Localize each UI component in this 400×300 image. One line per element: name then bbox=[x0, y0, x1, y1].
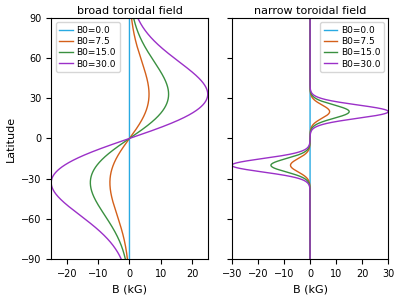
B0=30.0 bbox=[308, 245, 312, 249]
B0=15.0 bbox=[308, 67, 312, 71]
B0=15.0 bbox=[308, 140, 312, 144]
B0=30.0 bbox=[308, 257, 312, 261]
B0=15.0 bbox=[122, 140, 127, 144]
B0=30.0 bbox=[308, 67, 312, 71]
B0=15.0 bbox=[308, 257, 312, 261]
Line: B0=15.0: B0=15.0 bbox=[90, 18, 168, 259]
B0=0.0 bbox=[308, 245, 312, 249]
B0=0.0 bbox=[127, 23, 132, 26]
B0=15.0 bbox=[131, 16, 136, 20]
Title: broad toroidal field: broad toroidal field bbox=[76, 6, 182, 16]
B0=0.0 bbox=[127, 257, 132, 261]
B0=15.0 bbox=[133, 23, 138, 26]
B0=30.0 bbox=[118, 140, 122, 144]
B0=0.0 bbox=[127, 146, 132, 150]
B0=15.0 bbox=[113, 146, 118, 150]
X-axis label: B (kG): B (kG) bbox=[112, 284, 147, 294]
Line: B0=7.5: B0=7.5 bbox=[290, 18, 330, 259]
B0=15.0 bbox=[308, 16, 312, 20]
Line: B0=30.0: B0=30.0 bbox=[51, 18, 208, 259]
B0=7.5 bbox=[142, 67, 147, 71]
B0=7.5 bbox=[129, 16, 134, 20]
B0=7.5 bbox=[308, 23, 312, 26]
Line: B0=7.5: B0=7.5 bbox=[110, 18, 149, 259]
B0=15.0 bbox=[308, 23, 312, 26]
B0=0.0 bbox=[308, 23, 312, 26]
Legend: B0=0.0, B0=7.5, B0=15.0, B0=30.0: B0=0.0, B0=7.5, B0=15.0, B0=30.0 bbox=[56, 22, 120, 72]
B0=7.5 bbox=[130, 23, 135, 27]
B0=7.5 bbox=[308, 67, 312, 71]
B0=30.0 bbox=[139, 23, 144, 26]
B0=7.5 bbox=[125, 257, 130, 261]
Title: narrow toroidal field: narrow toroidal field bbox=[254, 6, 366, 16]
B0=7.5 bbox=[125, 140, 130, 144]
B0=0.0 bbox=[127, 67, 132, 71]
B0=15.0 bbox=[308, 245, 312, 249]
B0=30.0 bbox=[119, 257, 124, 261]
B0=15.0 bbox=[123, 257, 128, 261]
Y-axis label: Latitude: Latitude bbox=[6, 116, 16, 161]
B0=0.0 bbox=[308, 23, 312, 27]
Legend: B0=0.0, B0=7.5, B0=15.0, B0=30.0: B0=0.0, B0=7.5, B0=15.0, B0=30.0 bbox=[320, 22, 384, 72]
B0=7.5 bbox=[308, 140, 312, 144]
B0=0.0 bbox=[308, 146, 312, 150]
B0=30.0 bbox=[308, 140, 312, 144]
B0=7.5 bbox=[123, 245, 128, 249]
B0=0.0 bbox=[308, 67, 312, 71]
B0=0.0 bbox=[308, 140, 312, 144]
B0=30.0 bbox=[186, 67, 191, 71]
B0=15.0 bbox=[119, 245, 124, 249]
B0=7.5 bbox=[130, 23, 135, 26]
B0=7.5 bbox=[308, 23, 312, 27]
B0=15.0 bbox=[306, 146, 311, 150]
B0=15.0 bbox=[133, 23, 138, 27]
B0=0.0 bbox=[308, 257, 312, 261]
B0=0.0 bbox=[127, 245, 132, 249]
B0=30.0 bbox=[308, 16, 312, 20]
B0=7.5 bbox=[308, 257, 312, 261]
Line: B0=15.0: B0=15.0 bbox=[271, 18, 349, 259]
B0=15.0 bbox=[156, 67, 161, 71]
B0=30.0 bbox=[112, 245, 116, 249]
B0=30.0 bbox=[308, 23, 312, 27]
B0=30.0 bbox=[99, 146, 104, 150]
B0=7.5 bbox=[308, 16, 312, 20]
B0=0.0 bbox=[127, 16, 132, 20]
B0=30.0 bbox=[135, 16, 140, 20]
B0=30.0 bbox=[139, 23, 144, 27]
B0=15.0 bbox=[308, 23, 312, 27]
B0=30.0 bbox=[308, 23, 312, 26]
B0=7.5 bbox=[308, 245, 312, 249]
B0=30.0 bbox=[305, 146, 310, 150]
B0=0.0 bbox=[308, 16, 312, 20]
Line: B0=30.0: B0=30.0 bbox=[232, 18, 388, 259]
X-axis label: B (kG): B (kG) bbox=[292, 284, 328, 294]
B0=0.0 bbox=[127, 140, 132, 144]
B0=7.5 bbox=[120, 146, 125, 150]
B0=0.0 bbox=[127, 23, 132, 27]
B0=7.5 bbox=[307, 146, 312, 150]
